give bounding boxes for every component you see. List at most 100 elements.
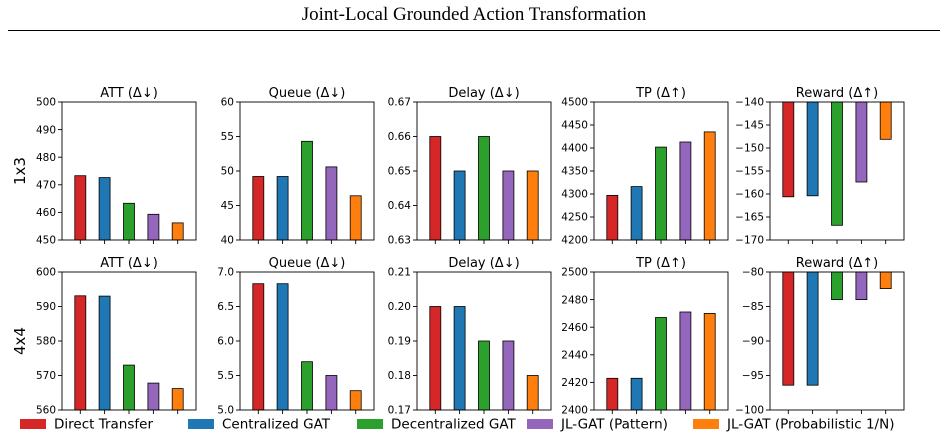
bar-decentralized-gat [655,317,667,411]
y-tick-label: 2440 [561,350,588,362]
bar-centralized-gat [453,306,466,411]
y-tick-label: 6.5 [217,301,234,313]
legend-item-jl-gat-pattern: JL-GAT (Pattern) [527,417,668,433]
chart-panel-4x4-queue: 5.0 5.5 6.0 6.5 7.0 Queue (Δ↓) [217,256,375,417]
y-tick-label: 0.21 [388,267,411,279]
bar-jl-gat-probabilistic-1-n [703,312,716,411]
panel-title: TP (Δ↑) [635,86,686,101]
legend-swatch [527,419,553,429]
bar-jl-gat-pattern [855,101,868,183]
bar-centralized-gat [453,170,466,241]
y-tick-label: −145 [735,120,764,132]
bar-jl-gat-probabilistic-1-n [171,222,184,241]
y-tick-label: −165 [735,212,764,224]
y-tick-label: 2420 [561,377,588,389]
bar-centralized-gat [806,271,819,386]
y-tick-label: 4250 [561,212,588,224]
y-tick-label: 460 [36,207,56,219]
y-tick-label: 6.0 [217,336,234,348]
legend-swatch [693,419,719,429]
panel-title: Delay (Δ↓) [448,86,519,101]
bar-jl-gat-pattern [147,382,160,411]
y-tick-label: 4500 [561,97,588,109]
bar-decentralized-gat [301,140,313,241]
y-tick-label: 0.66 [388,131,412,143]
legend-swatch [20,419,46,429]
y-tick-label: 0.19 [388,336,411,348]
bar-jl-gat-probabilistic-1-n [703,131,716,241]
y-tick-label: 5.0 [217,405,234,417]
bar-direct-transfer [429,136,442,241]
y-tick-label: 0.17 [388,405,411,417]
bar-direct-transfer [252,283,265,411]
bar-jl-gat-probabilistic-1-n [526,170,539,241]
y-tick-label: 450 [36,235,56,247]
bar-jl-gat-pattern [325,375,338,411]
bar-jl-gat-probabilistic-1-n [879,271,892,290]
panel-title: Queue (Δ↓) [269,86,346,101]
bar-decentralized-gat [831,101,843,226]
bar-centralized-gat [276,283,289,411]
bar-decentralized-gat [301,361,313,411]
row-label-4x4: 4x4 [11,327,29,355]
panel-title: Delay (Δ↓) [448,256,519,271]
panel-title: Reward (Δ↑) [796,86,878,101]
legend-item-direct-transfer: Direct Transfer [20,417,153,433]
bar-direct-transfer [782,101,795,198]
legend-label: Centralized GAT [222,417,331,433]
chart-panel-1x3-queue: 40 45 50 55 60 Queue (Δ↓) [221,86,375,247]
bar-centralized-gat [276,176,289,241]
chart-panel-4x4-att: 560 570 580 590 600 ATT (Δ↓) [36,256,197,417]
legend-swatch [188,419,214,429]
y-tick-label: 50 [221,166,234,178]
legend-label: JL-GAT (Probabilistic 1/N) [726,417,894,433]
chart-panel-1x3-delay: 0.63 0.64 0.65 0.66 0.67 Delay (Δ↓) [388,86,552,247]
y-tick-label: 580 [36,336,56,348]
y-tick-label: 45 [221,200,234,212]
bar-centralized-gat [806,101,819,197]
bar-direct-transfer [429,306,442,411]
bar-jl-gat-pattern [502,340,515,411]
chart-panel-4x4-delay: 0.17 0.18 0.19 0.20 0.21 Delay (Δ↓) [388,256,552,417]
chart-panel-4x4-reward: −100 −95 −90 −85 −80 Reward (Δ↑) [735,256,905,417]
bar-jl-gat-probabilistic-1-n [349,195,362,241]
chart-panel-4x4-tp: 2400 2420 2440 2460 2480 2500 TP (Δ↑) [561,256,729,417]
y-tick-label: 0.18 [388,370,411,382]
y-tick-label: −85 [742,301,764,313]
bar-direct-transfer [782,271,795,386]
bar-decentralized-gat [478,340,490,411]
y-tick-label: 480 [36,152,56,164]
bar-jl-gat-pattern [325,166,338,241]
legend-label: Direct Transfer [54,417,153,433]
legend-item-centralized-gat: Centralized GAT [188,417,331,433]
y-tick-label: 4200 [561,235,588,247]
y-tick-label: 2500 [561,267,588,279]
y-tick-label: 0.63 [388,235,411,247]
panel-title: TP (Δ↑) [635,256,686,271]
legend-item-jl-gat-probabilistic-1-n: JL-GAT (Probabilistic 1/N) [693,417,894,433]
y-tick-label: 7.0 [217,267,234,279]
bar-jl-gat-probabilistic-1-n [526,375,539,411]
y-tick-label: 5.5 [217,370,234,382]
y-tick-label: 60 [221,97,234,109]
y-tick-label: −80 [742,267,764,279]
y-tick-label: 0.64 [388,200,412,212]
y-tick-label: 470 [36,180,56,192]
y-tick-label: −160 [735,189,764,201]
y-tick-label: 2400 [561,405,588,417]
y-tick-label: 500 [36,97,56,109]
y-tick-label: −170 [735,235,764,247]
bar-centralized-gat [98,177,111,241]
y-tick-label: 4450 [561,120,588,132]
y-tick-label: −95 [742,370,764,382]
panel-title: Reward (Δ↑) [796,256,878,271]
y-tick-label: 490 [36,124,56,136]
legend-item-decentralized-gat: Decentralized GAT [357,417,517,433]
bar-centralized-gat [630,186,643,241]
bar-jl-gat-probabilistic-1-n [879,101,892,140]
y-tick-label: 4300 [561,189,588,201]
bar-jl-gat-pattern [147,213,160,241]
row-label-1x3: 1x3 [11,157,29,185]
y-tick-label: −155 [735,166,764,178]
